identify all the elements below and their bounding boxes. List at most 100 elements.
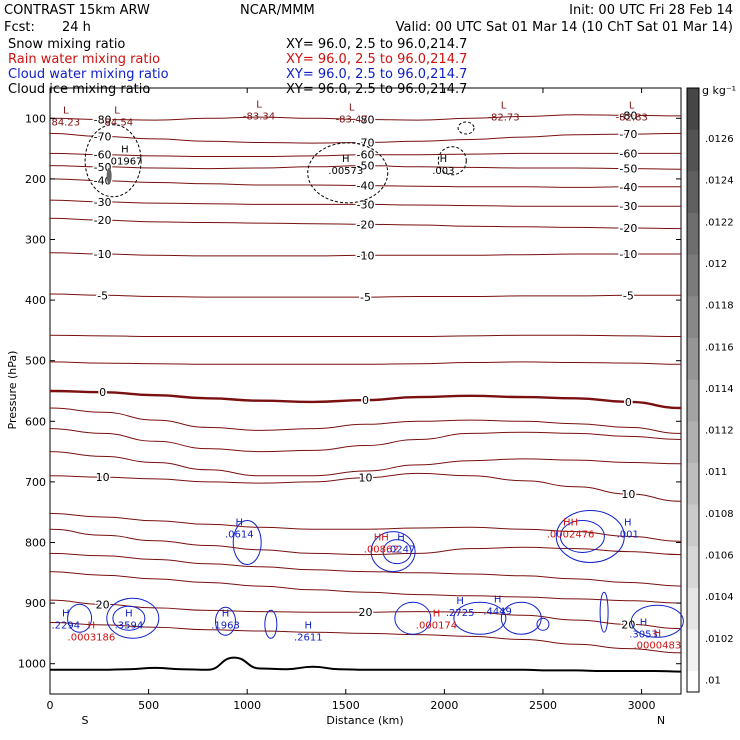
ice-maximum-shading: [106, 167, 112, 184]
colorbar-swatch: [687, 296, 699, 339]
colorbar-swatch: [687, 88, 699, 131]
left-endpoint-label: S: [82, 714, 89, 727]
colorbar-tick-label: .0116: [705, 342, 734, 353]
isotherm-label: -40: [357, 180, 375, 193]
extremum-value: .0003186: [68, 632, 116, 643]
colorbar-swatch: [687, 587, 699, 631]
mixing-ratio-contour: [382, 539, 412, 565]
isotherm-label: -60: [94, 149, 112, 162]
extremum-symbol: L: [63, 105, 69, 116]
y-tick-label: 100: [25, 112, 46, 125]
field-label-ice: Cloud ice mixing ratio: [8, 82, 150, 97]
colorbar-tick-label: .0118: [705, 301, 734, 312]
extremum-symbol: H: [640, 617, 648, 628]
isotherm-line: [49, 512, 682, 542]
extremum-value: .1963: [211, 620, 240, 631]
isotherm-label: -30: [619, 200, 637, 213]
isotherm-label: -20: [94, 214, 112, 227]
extremum-symbol: H: [440, 154, 448, 165]
isotherm-label: 0: [625, 396, 632, 409]
colorbar-frame: [686, 87, 700, 693]
isotherm-contours: -80 -80 -80-70 -70-70-60 -60 -60-50 -50 -50-40-…: [49, 108, 682, 654]
extrema-labels: L84.23L-84.54L-83.34L-83.47L-82.73L-82.8…: [51, 99, 681, 651]
isotherm-label: -70: [94, 130, 112, 143]
field-xy-snow: XY= 96.0, 2.5 to 96.0,214.7: [286, 37, 467, 52]
isotherm-label: -50: [619, 163, 637, 176]
model-title: CONTRAST 15km ARW: [4, 3, 150, 18]
extremum-symbol: H: [494, 594, 502, 605]
field-label-rain: Rain water mixing ratio: [8, 52, 160, 67]
colorbar-swatch: [687, 254, 699, 297]
y-tick-label: 900: [25, 597, 46, 610]
mixing-ratio-contour: [67, 603, 93, 633]
colorbar-swatch: [687, 337, 699, 381]
isotherm-label: 0: [362, 394, 369, 407]
colorbar-unit: g kg⁻¹: [702, 84, 736, 97]
isotherm-label: -80: [619, 109, 637, 122]
isotherm-line: [49, 472, 682, 502]
isotherm-label: -10: [94, 248, 112, 261]
extremum-value: .01967: [107, 157, 142, 168]
extremum-value: -83.47: [336, 114, 368, 125]
colorbar-tick-label: .01: [705, 676, 721, 687]
x-tick-label: 2000: [430, 699, 458, 712]
isotherm-label: 10: [96, 471, 110, 484]
isotherm-line: [49, 451, 682, 477]
extremum-value: .001: [617, 529, 639, 540]
x-axis-title: Distance (km): [326, 714, 403, 727]
center-title: NCAR/MMM: [240, 3, 315, 18]
extremum-symbol: H: [654, 628, 662, 639]
y-tick-label: 1000: [18, 658, 46, 671]
x-tick-label: 0: [47, 699, 54, 712]
chart-header: CONTRAST 15km ARW NCAR/MMM Init: 00 UTC …: [4, 3, 733, 97]
terrain-profile: [50, 656, 682, 673]
isotherm-line: [49, 132, 682, 144]
extremum-value: .00862: [364, 545, 399, 556]
colorbar-tick-label: .0104: [705, 592, 734, 603]
isotherm-label: 10: [621, 488, 635, 501]
extremum-symbol: H: [305, 620, 313, 631]
isotherm-label: -10: [619, 248, 637, 261]
x-tick-label: 1500: [332, 699, 360, 712]
isotherm-label: -5: [360, 291, 371, 304]
extremum-symbol: L: [349, 102, 355, 113]
mixing-ratio-contour: [370, 531, 416, 573]
colorbar-tick-label: .011: [705, 467, 727, 478]
isotherm-line: [49, 361, 682, 365]
extremum-value: .2611: [294, 632, 323, 643]
extremum-symbol: L: [256, 99, 262, 110]
isotherm-label: -60: [619, 147, 637, 160]
colorbar-swatch: [687, 129, 699, 172]
extremum-value: -83.34: [243, 111, 275, 122]
extremum-value: -82.73: [487, 112, 519, 123]
colorbar-tick-label: .0112: [705, 426, 734, 437]
colorbar-swatch: [687, 212, 699, 256]
extremum-symbol: HH: [563, 517, 578, 528]
isotherm-label: 10: [359, 472, 373, 485]
colorbar-tick-label: .0106: [705, 551, 734, 562]
isotherm-line: [49, 389, 682, 410]
isotherm-label: -40: [619, 181, 637, 194]
extremum-symbol: H: [88, 620, 96, 631]
extremum-symbol: H: [121, 145, 129, 156]
colorbar: .0126 .0124 .0122 .012 .0118 .0116 .0114 .0112.…: [686, 87, 734, 714]
colorbar-tick-label: .0124: [705, 176, 734, 187]
isotherm-label: 0: [99, 386, 106, 399]
field-label-cloud: Cloud water mixing ratio: [8, 67, 169, 82]
forecast-label: Fcst:: [4, 20, 35, 35]
isotherm-line: [49, 178, 681, 188]
hydrometeor-contours: [67, 121, 684, 639]
extremum-value: .003: [432, 166, 454, 177]
mixing-ratio-contour: [232, 520, 262, 565]
x-tick-label: 2500: [529, 699, 557, 712]
field-label-snow: Snow mixing ratio: [8, 37, 125, 52]
isotherm-label: -80: [357, 114, 375, 127]
isotherm-label: 20: [621, 618, 635, 631]
isotherm-label: -30: [357, 198, 375, 211]
extremum-value: -82.83: [616, 112, 648, 123]
field-xy-cloud: XY= 96.0, 2.5 to 96.0,214.7: [286, 67, 467, 82]
isotherm-line: [49, 217, 682, 230]
isotherm-line: [49, 114, 682, 121]
colorbar-swatch: [687, 629, 699, 672]
